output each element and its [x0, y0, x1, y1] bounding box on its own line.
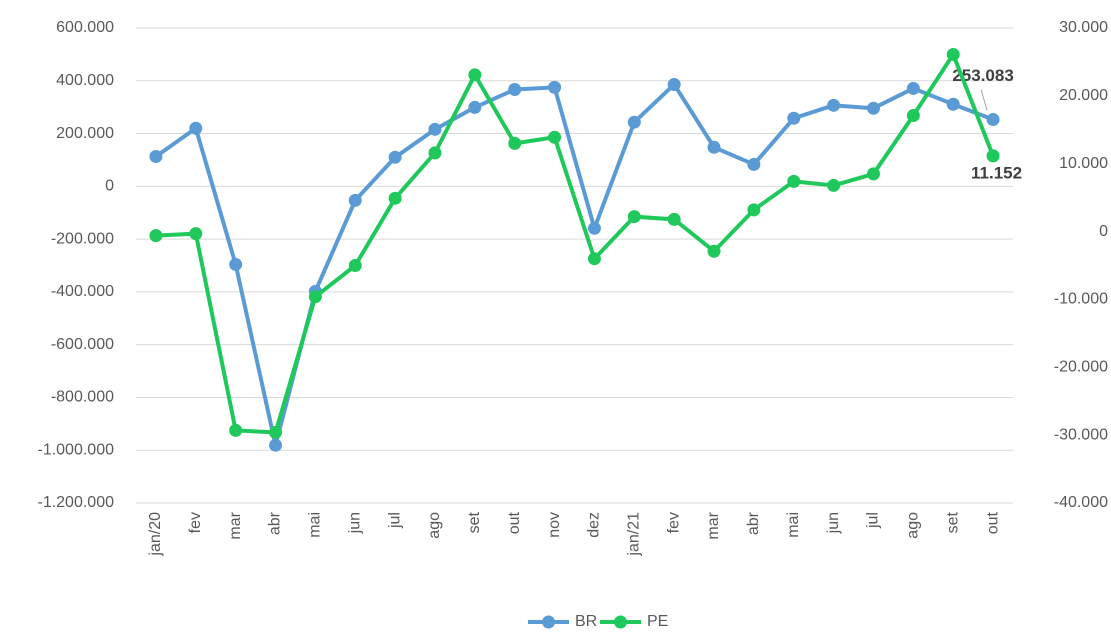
x-tick-label: out: [984, 511, 1001, 534]
data-point: [866, 167, 880, 181]
series-line: [155, 52, 995, 435]
data-point: [866, 101, 880, 115]
data-point: [548, 80, 562, 94]
legend-marker: [542, 615, 555, 629]
data-point: [627, 210, 641, 224]
data-point: [468, 100, 482, 114]
data-point: [667, 77, 681, 91]
y-tick-label: 600.000: [56, 19, 114, 36]
x-tick-label: ago: [426, 512, 443, 539]
series-line: [154, 82, 994, 448]
value-label: 11.152: [971, 163, 1022, 182]
y2-tick-label: -10.000: [1054, 291, 1108, 308]
y2-tick-label: -20.000: [1054, 359, 1108, 376]
x-tick-label: mar: [227, 511, 244, 539]
x-tick-label: mai: [785, 512, 802, 538]
data-point: [587, 252, 601, 266]
data-point: [348, 259, 362, 272]
y-tick-label: -800.000: [51, 389, 114, 406]
data-point: [587, 221, 601, 235]
legend-label: PE: [647, 613, 668, 630]
y-tick-label: -1.000.000: [37, 441, 114, 458]
data-point: [787, 111, 801, 125]
data-point: [827, 178, 841, 192]
data-point: [747, 157, 761, 171]
x-tick-label: fev: [187, 512, 204, 533]
x-tick-label: jun: [346, 512, 363, 534]
x-tick-label: abr: [745, 511, 762, 535]
data-point: [388, 191, 402, 205]
y-tick-label: -200.000: [51, 230, 114, 247]
data-point: [986, 149, 1000, 163]
data-point: [787, 174, 801, 188]
data-point: [747, 203, 761, 217]
x-tick-label: jul: [865, 512, 882, 529]
y-tick-label: -1.200.000: [37, 494, 114, 511]
data-point: [468, 68, 482, 82]
x-tick-label: jan/21: [626, 512, 643, 557]
x-tick-label: abr: [267, 511, 284, 535]
data-point: [189, 227, 203, 241]
data-point: [428, 146, 442, 160]
y2-tick-label: 20.000: [1059, 87, 1108, 104]
data-point: [428, 122, 442, 136]
y-tick-label: 0: [105, 178, 114, 195]
y-tick-label: 200.000: [56, 125, 114, 142]
data-point: [707, 140, 721, 154]
x-tick-label: jan/20: [147, 512, 164, 557]
leader-line: [980, 89, 988, 111]
data-point: [508, 136, 522, 150]
y-tick-label: -400.000: [51, 283, 114, 300]
x-tick-label: dez: [586, 512, 603, 538]
data-point: [149, 150, 163, 164]
x-tick-label: nov: [546, 512, 563, 538]
x-tick-label: jun: [825, 512, 842, 534]
x-tick-label: set: [466, 511, 483, 533]
data-point: [348, 193, 362, 207]
x-tick-label: out: [506, 511, 523, 534]
data-point: [149, 229, 163, 243]
data-point: [906, 109, 920, 123]
data-point: [946, 47, 960, 61]
data-point: [508, 82, 522, 96]
x-tick-label: fev: [665, 512, 682, 533]
data-point: [707, 244, 721, 258]
y-tick-label: 400.000: [56, 72, 114, 89]
data-point: [548, 130, 562, 144]
data-point: [308, 290, 322, 304]
y2-tick-label: 10.000: [1059, 155, 1108, 172]
y2-tick-label: -40.000: [1054, 494, 1108, 511]
data-point: [189, 121, 203, 135]
data-point: [627, 115, 641, 129]
data-point: [229, 423, 243, 437]
x-tick-label: jul: [386, 512, 403, 529]
legend-label: BR: [575, 613, 597, 630]
y2-tick-label: -30.000: [1054, 426, 1108, 443]
data-point: [986, 113, 1000, 127]
data-point: [667, 212, 681, 226]
data-point: [269, 425, 283, 439]
data-point: [946, 97, 960, 111]
data-point: [229, 257, 243, 271]
data-point: [827, 98, 841, 112]
x-tick-label: mar: [705, 511, 722, 539]
value-label: 253.083: [952, 66, 1013, 85]
data-point: [906, 81, 920, 95]
x-tick-label: set: [944, 511, 961, 533]
data-point: [269, 438, 283, 452]
y2-tick-label: 0: [1099, 223, 1108, 240]
legend-marker: [614, 615, 627, 629]
data-point: [388, 150, 402, 164]
x-tick-label: mai: [307, 512, 324, 538]
y2-tick-label: 30.000: [1059, 19, 1108, 36]
y-tick-label: -600.000: [51, 336, 114, 353]
x-tick-label: ago: [905, 512, 922, 539]
